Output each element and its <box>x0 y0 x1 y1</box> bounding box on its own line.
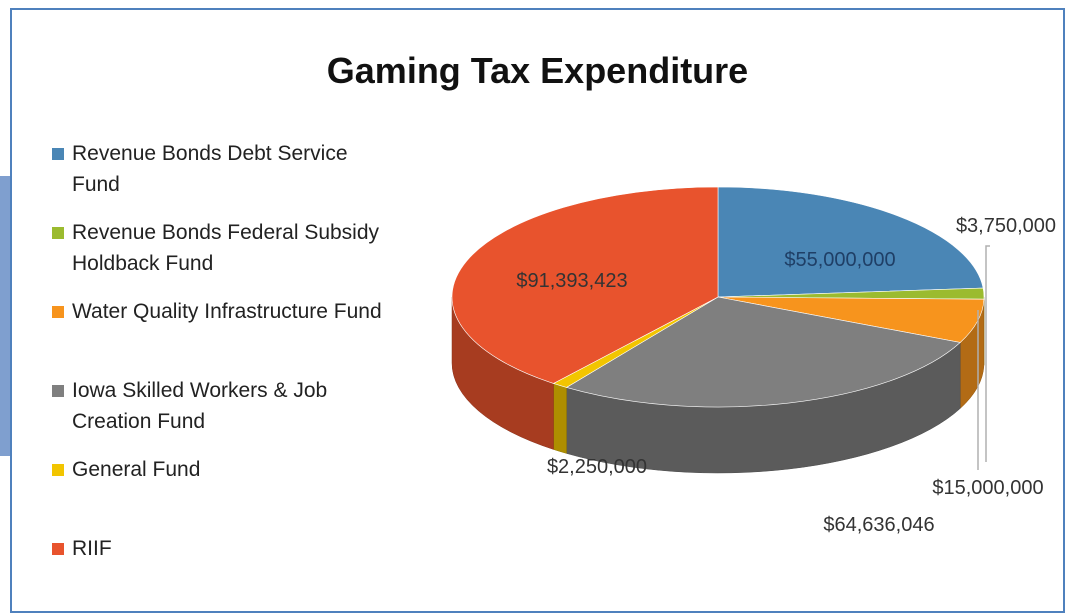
pie-slice-3 <box>565 296 961 408</box>
legend-label: Water Quality Infrastructure Fund <box>72 300 382 323</box>
legend-label: General Fund <box>72 458 201 481</box>
legend-item-federal-subsidy-holdback: Revenue Bonds Federal Subsidy Holdback F… <box>52 217 382 279</box>
pie-chart: $55,000,000 $3,750,000 $15,000,000 $64,636,… <box>451 186 1056 536</box>
legend-label: Iowa Skilled Workers & Job Creation Fund <box>72 379 328 433</box>
data-label-5: $91,393,423 <box>516 270 627 292</box>
legend-item-riif: RIIF <box>52 533 382 564</box>
data-label-3: $64,636,046 <box>823 514 934 536</box>
legend-label: Revenue Bonds Federal Subsidy Holdback F… <box>72 221 380 275</box>
chart-frame: Gaming Tax Expenditure Revenue Bonds Deb… <box>10 8 1065 613</box>
legend-swatch <box>52 543 64 555</box>
data-label-2: $15,000,000 <box>932 477 1043 499</box>
legend-swatch <box>52 306 64 318</box>
pie-labels: $55,000,000 $3,750,000 $15,000,000 $64,636,… <box>516 215 1056 536</box>
data-label-4: $2,250,000 <box>547 456 647 478</box>
legend-item-iowa-skilled-workers: Iowa Skilled Workers & Job Creation Fund <box>52 375 382 437</box>
data-label-1: $3,750,000 <box>956 215 1056 237</box>
legend-label: Revenue Bonds Debt Service Fund <box>72 142 348 196</box>
legend-swatch <box>52 464 64 476</box>
side-accent-bar <box>0 176 10 456</box>
pie-slice-0 <box>717 186 984 298</box>
chart-title: Gaming Tax Expenditure <box>326 50 749 91</box>
pie-top <box>451 186 985 408</box>
legend-swatch <box>52 148 64 160</box>
legend-swatch <box>52 385 64 397</box>
legend-item-water-quality: Water Quality Infrastructure Fund <box>52 296 382 327</box>
leader-line-3750000 <box>985 245 990 462</box>
legend-item-general-fund: General Fund <box>52 454 382 485</box>
legend-label: RIIF <box>72 537 112 560</box>
pie-side-4 <box>553 383 567 454</box>
legend-item-revenue-bonds-debt-service: Revenue Bonds Debt Service Fund <box>52 138 382 200</box>
data-label-0: $55,000,000 <box>784 249 895 271</box>
pie-slice-5 <box>451 186 719 384</box>
pie-leaders <box>977 245 990 470</box>
legend-swatch <box>52 227 64 239</box>
